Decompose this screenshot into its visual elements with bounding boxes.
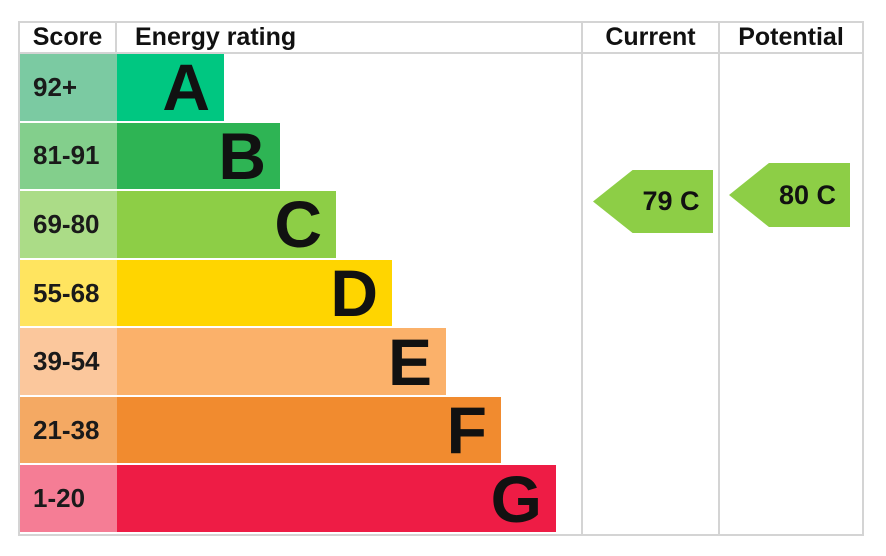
rating-bar-d: D <box>117 259 392 329</box>
score-range-f: 21-38 <box>20 396 117 466</box>
rating-bar-f: F <box>117 396 501 466</box>
rating-bar-g: G <box>117 465 556 535</box>
band-row-a: 92+ A <box>20 54 862 123</box>
band-row-d: 55-68 D <box>20 259 862 329</box>
band-row-b: 81-91 B <box>20 122 862 192</box>
score-column-header: Score <box>20 23 117 52</box>
rating-bar-b: B <box>117 122 280 192</box>
rating-bands: 92+ A 81-91 B 69-80 C 55-68 D 39-54 E 21… <box>20 54 862 535</box>
score-range-b: 81-91 <box>20 122 117 192</box>
score-range-d: 55-68 <box>20 259 117 329</box>
rating-bar-c: C <box>117 191 336 260</box>
score-range-c: 69-80 <box>20 191 117 260</box>
potential-column-divider <box>718 54 720 534</box>
potential-column-header: Potential <box>738 23 844 51</box>
score-range-a: 92+ <box>20 54 117 123</box>
table-header: Score Energy rating Current Potential <box>20 23 862 54</box>
band-row-c: 69-80 C <box>20 191 862 260</box>
score-range-g: 1-20 <box>20 465 117 535</box>
band-row-e: 39-54 E <box>20 328 862 397</box>
current-column-header: Current <box>583 23 720 52</box>
score-range-e: 39-54 <box>20 328 117 397</box>
epc-table: Score Energy rating Current Potential 92… <box>18 21 864 536</box>
rating-bar-e: E <box>117 328 446 397</box>
current-column-divider <box>581 54 583 534</box>
energy-rating-column-header: Energy rating <box>117 23 583 52</box>
band-row-f: 21-38 F <box>20 396 862 466</box>
rating-bar-a: A <box>117 54 224 123</box>
band-row-g: 1-20 G <box>20 465 862 535</box>
